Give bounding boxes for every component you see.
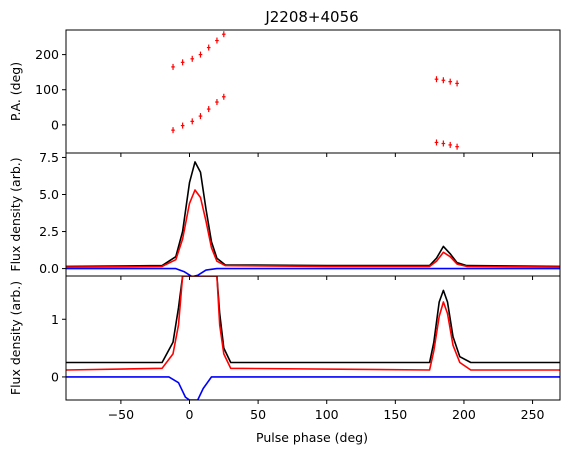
y-tick-label: 2.5 — [39, 224, 59, 239]
pa-point — [448, 78, 453, 85]
panel-pa: 0 100 200 P.A. (deg) — [8, 29, 561, 157]
pa-point — [434, 76, 439, 83]
y-tick-label: 100 — [35, 82, 59, 97]
pa-point — [198, 113, 203, 120]
y-tick: 0 — [51, 369, 66, 384]
pa-point — [171, 63, 175, 70]
x-axis-label: Pulse phase (deg) — [256, 430, 368, 445]
x-tick-label: 100 — [315, 407, 339, 422]
pa-point — [222, 93, 226, 100]
pa-point — [198, 51, 203, 58]
y-tick-label: 5.0 — [39, 187, 59, 202]
y-tick: 2.5 — [39, 224, 66, 239]
pa-point — [455, 143, 459, 150]
plot-area-zoom — [66, 276, 560, 400]
series-line-1 — [66, 276, 560, 371]
pa-point — [215, 99, 219, 106]
x-tick-label: 50 — [250, 407, 266, 422]
series-line-2 — [66, 267, 560, 276]
series-line-1 — [66, 189, 560, 268]
series-line-0 — [66, 276, 560, 364]
y-tick-label: 0 — [51, 369, 59, 384]
pa-point — [455, 80, 459, 87]
x-tick-label: 200 — [452, 407, 476, 422]
y-tick-label: 200 — [35, 47, 59, 62]
y-axis-label: Flux density (arb.) — [8, 281, 23, 395]
pa-point — [171, 127, 175, 134]
y-tick-label: 0 — [51, 117, 59, 132]
y-tick-label: 7.5 — [39, 150, 59, 165]
x-tick-label: 150 — [383, 407, 407, 422]
y-axis-label: P.A. (deg) — [8, 62, 23, 121]
pa-point — [434, 139, 439, 146]
y-tick-label: 1 — [51, 312, 59, 327]
panel-profile: 0.0 2.5 5.0 7.5 Flux density (arb.) — [8, 150, 561, 280]
panel-zoom: 0 1 Flux density (arb.) −50 0 50 100 150 200 250 — [8, 275, 561, 422]
pa-point — [215, 37, 219, 44]
pa-point — [441, 77, 446, 84]
pa-point — [448, 141, 453, 148]
plot-area-profile — [66, 161, 560, 276]
y-tick-label: 0.0 — [39, 261, 59, 276]
y-tick: 0.0 — [39, 261, 66, 276]
x-tick-label: −50 — [108, 407, 134, 422]
y-tick: 7.5 — [39, 150, 66, 165]
y-tick: 1 — [51, 312, 66, 327]
series-line-0 — [66, 161, 560, 268]
y-tick: 100 — [35, 82, 66, 97]
pa-point — [206, 106, 211, 113]
chart-title: J2208+4056 — [264, 8, 358, 26]
x-tick-label: 250 — [521, 407, 545, 422]
plot-area-pa — [171, 31, 459, 150]
y-tick: 5.0 — [39, 187, 66, 202]
panel-frame — [65, 275, 561, 401]
y-axis-label: Flux density (arb.) — [8, 157, 23, 271]
panel-frame — [65, 152, 561, 277]
y-tick: 200 — [35, 47, 66, 62]
pa-point — [190, 118, 195, 125]
pa-point — [441, 140, 446, 147]
x-tick-label: 0 — [186, 407, 194, 422]
pa-point — [180, 122, 185, 129]
pa-point — [222, 31, 226, 38]
pa-point — [206, 44, 211, 51]
pa-point — [180, 59, 185, 66]
series-line-2 — [66, 376, 560, 400]
pa-point — [190, 55, 195, 62]
panel-frame — [65, 29, 561, 154]
y-tick: 0 — [51, 117, 66, 132]
